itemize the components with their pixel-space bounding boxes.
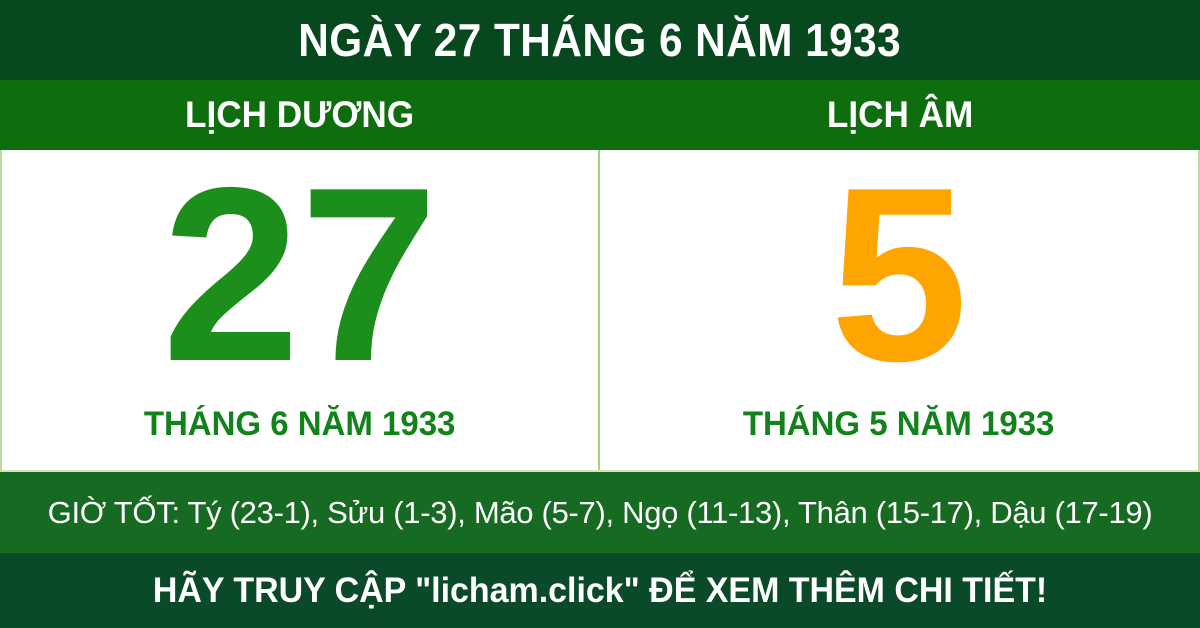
footer-cta-bar: HÃY TRUY CẬP "licham.click" ĐỂ XEM THÊM …	[0, 553, 1200, 628]
banner-title: NGÀY 27 THÁNG 6 NĂM 1933	[298, 14, 902, 66]
good-hours-bar: GIỜ TỐT: Tý (23-1), Sửu (1-3), Mão (5-7)…	[0, 472, 1200, 553]
solar-panel: 27 THÁNG 6 NĂM 1933	[2, 150, 600, 470]
lunar-month-year: THÁNG 5 NĂM 1933	[743, 405, 1055, 443]
good-hours-text: GIỜ TỐT: Tý (23-1), Sửu (1-3), Mão (5-7)…	[47, 494, 1153, 530]
solar-label-cell: LỊCH DƯƠNG	[0, 80, 600, 150]
solar-day-number: 27	[162, 134, 438, 413]
banner-header: NGÀY 27 THÁNG 6 NĂM 1933	[0, 0, 1200, 80]
solar-calendar-label: LỊCH DƯƠNG	[185, 94, 415, 135]
lunar-calendar-label: LỊCH ÂM	[826, 94, 974, 135]
lunar-panel: 5 THÁNG 5 NĂM 1933	[600, 150, 1198, 470]
calendar-type-bar: LỊCH DƯƠNG LỊCH ÂM	[0, 80, 1200, 150]
footer-cta-text: HÃY TRUY CẬP "licham.click" ĐỂ XEM THÊM …	[152, 570, 1048, 610]
lunar-label-cell: LỊCH ÂM	[600, 80, 1200, 150]
calendar-panels: 27 THÁNG 6 NĂM 1933 5 THÁNG 5 NĂM 1933	[0, 150, 1200, 472]
lunar-day-number: 5	[830, 134, 968, 413]
solar-month-year: THÁNG 6 NĂM 1933	[144, 405, 456, 443]
